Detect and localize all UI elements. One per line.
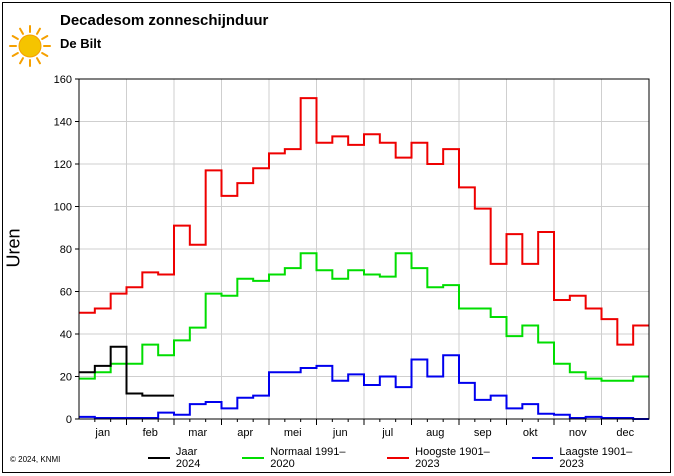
legend-item-laagste: Laagste 1901–2023 [531, 446, 656, 470]
legend-item-normaal: Normaal 1991–2020 [242, 446, 369, 470]
x-tick-label: jul [381, 427, 393, 439]
legend-label-hoogste: Hoogste 1901–2023 [415, 446, 490, 470]
series-jaar [79, 345, 174, 397]
y-tick-label: 20 [60, 372, 72, 384]
sun-ray [41, 35, 49, 40]
series-layer [79, 97, 649, 420]
legend-item-jaar: Jaar 2024 [148, 446, 224, 470]
x-tick-label: sep [474, 427, 492, 439]
sun-ray [36, 57, 41, 65]
y-tick-label: 0 [66, 414, 72, 426]
copyright: © 2024, KNMI [10, 455, 61, 464]
x-tick-label: nov [569, 427, 587, 439]
x-tick-label: feb [143, 427, 158, 439]
x-tick-label: mar [188, 427, 207, 439]
chart-subtitle: De Bilt [60, 36, 102, 51]
y-tick-label: 80 [60, 244, 72, 256]
legend-label-normaal: Normaal 1991–2020 [270, 446, 346, 470]
legend-label-jaar: Jaar 2024 [175, 446, 201, 470]
series-normaal [79, 252, 649, 382]
y-tick-label: 60 [60, 287, 72, 299]
legend-label-laagste: Laagste 1901–2023 [559, 446, 633, 470]
chart-title: Decadesom zonneschijnduur [60, 12, 269, 29]
x-tick-label: okt [523, 427, 538, 439]
axis-layer: 0 20 40 60 80 100 120 140 160 jan feb mar apr mei jun j… [54, 74, 635, 439]
y-tick-label: 140 [54, 117, 72, 129]
legend-swatch-hoogste [387, 457, 410, 459]
sun-rays [9, 25, 51, 67]
sun-ray [36, 27, 41, 35]
series-laagste [79, 354, 649, 420]
x-tick-label: dec [616, 427, 634, 439]
x-tick-label: aug [426, 427, 444, 439]
y-tick-label: 120 [54, 159, 72, 171]
sun-ray [11, 52, 19, 57]
sun-disc [18, 34, 42, 58]
sun-ray [41, 52, 49, 57]
x-tick-label: apr [237, 427, 253, 439]
y-tick-label: 100 [54, 202, 72, 214]
y-tick-label: 160 [54, 74, 72, 86]
y-tick-label: 40 [60, 329, 72, 341]
sun-ray [11, 35, 19, 40]
legend-swatch-jaar [148, 457, 170, 459]
x-tick-label: jun [332, 427, 348, 439]
legend-item-hoogste: Hoogste 1901–2023 [387, 446, 513, 470]
x-tick-label: jan [94, 427, 110, 439]
sun-ray [19, 27, 24, 35]
grid-layer [79, 79, 649, 419]
series-hoogste [79, 97, 649, 346]
legend: Jaar 2024 Normaal 1991–2020 Hoogste 1901… [148, 446, 674, 470]
sun-logo [9, 25, 51, 67]
legend-swatch-laagste [531, 457, 554, 459]
legend-swatch-normaal [242, 457, 265, 459]
plot-area [78, 78, 650, 420]
sun-ray [19, 57, 24, 65]
y-axis-label: Uren [3, 228, 24, 268]
x-tick-label: mei [284, 427, 302, 439]
